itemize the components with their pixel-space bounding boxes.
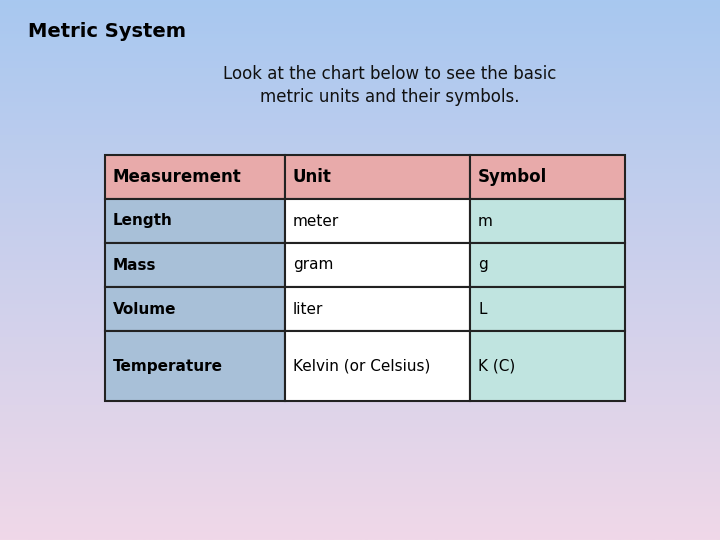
Text: Metric System: Metric System	[28, 22, 186, 41]
Bar	[470, 199, 625, 243]
Text: Measurement: Measurement	[113, 168, 242, 186]
Text: K (C): K (C)	[478, 359, 516, 374]
Text: meter: meter	[293, 213, 339, 228]
Bar	[105, 155, 285, 199]
Text: Mass: Mass	[113, 258, 156, 273]
Text: Kelvin (or Celsius): Kelvin (or Celsius)	[293, 359, 431, 374]
Text: gram: gram	[293, 258, 333, 273]
Text: Look at the chart below to see the basic: Look at the chart below to see the basic	[223, 65, 557, 83]
Bar	[105, 199, 285, 243]
Bar	[285, 243, 470, 287]
Text: Length: Length	[113, 213, 173, 228]
Bar	[105, 243, 285, 287]
Bar	[470, 155, 625, 199]
Bar	[285, 199, 470, 243]
Text: m: m	[478, 213, 493, 228]
Bar	[285, 287, 470, 331]
Text: Volume: Volume	[113, 301, 176, 316]
Text: Symbol: Symbol	[478, 168, 547, 186]
Bar	[470, 243, 625, 287]
Bar	[470, 331, 625, 401]
Bar	[105, 331, 285, 401]
Text: Unit: Unit	[293, 168, 332, 186]
Bar	[285, 331, 470, 401]
Text: L: L	[478, 301, 487, 316]
Text: g: g	[478, 258, 487, 273]
Bar	[105, 287, 285, 331]
Bar	[285, 155, 470, 199]
Text: metric units and their symbols.: metric units and their symbols.	[260, 88, 520, 106]
Text: liter: liter	[293, 301, 323, 316]
Bar	[470, 287, 625, 331]
Text: Temperature: Temperature	[113, 359, 223, 374]
